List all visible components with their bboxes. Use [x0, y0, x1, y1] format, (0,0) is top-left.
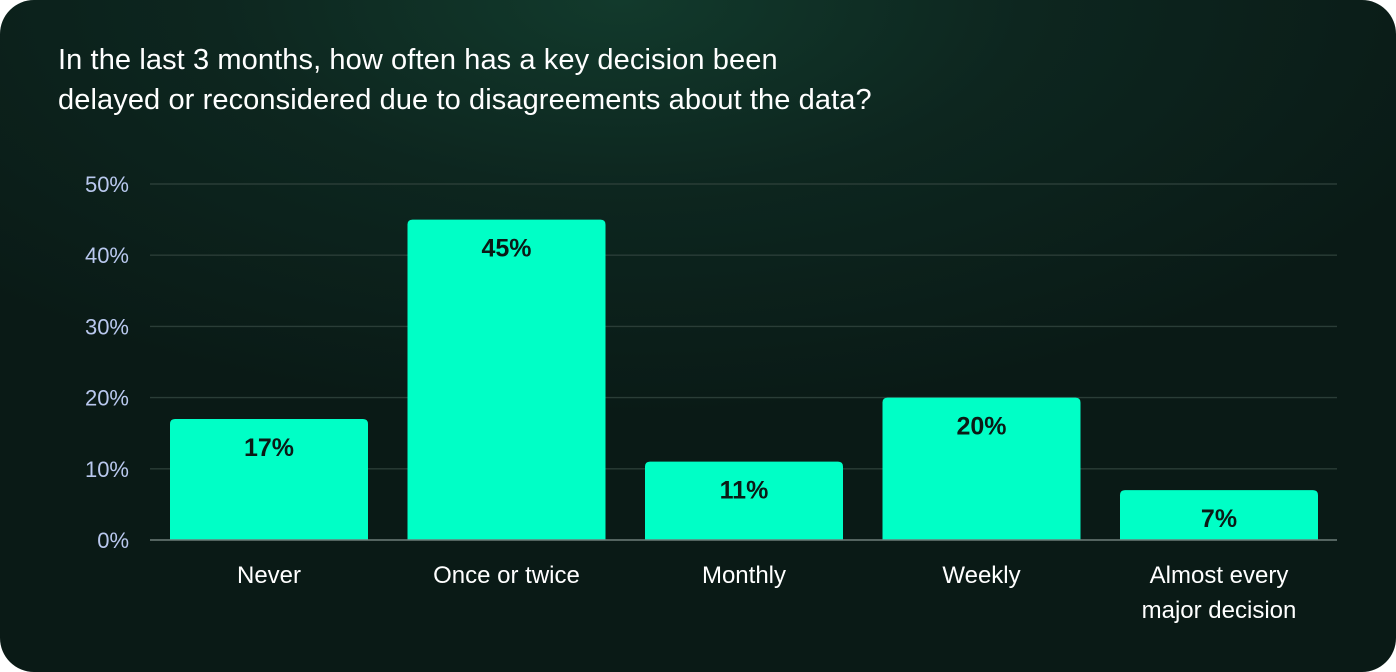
value-label: 20% — [956, 413, 1006, 441]
category-label: Monthly — [702, 562, 786, 589]
y-tick-label: 40% — [85, 243, 129, 268]
bar-almost-every-major-decision — [1120, 490, 1318, 540]
y-tick-label: 0% — [97, 528, 129, 553]
y-tick-label: 10% — [85, 457, 129, 482]
y-axis: 0% 10% 20% 30% 40% 50% — [85, 172, 129, 553]
value-label: 45% — [481, 235, 531, 263]
chart-title: In the last 3 months, how often has a ke… — [58, 40, 1058, 120]
value-label: 11% — [720, 477, 769, 505]
y-tick-label: 50% — [85, 172, 129, 197]
category-label: Almost every major decision — [1142, 562, 1297, 624]
category-label: Weekly — [942, 562, 1020, 589]
bar-never — [170, 418, 368, 540]
category-label: Never — [237, 562, 301, 589]
value-labels: 17% 45% 11% 20% 7% — [244, 235, 1237, 534]
chart-title-line-1: In the last 3 months, how often has a ke… — [58, 44, 778, 76]
bar-monthly — [645, 461, 843, 540]
chart-title-line-2: delayed or reconsidered due to disagreem… — [58, 84, 872, 116]
value-label: 7% — [1201, 505, 1237, 533]
value-label: 17% — [244, 434, 294, 462]
category-labels: Never Once or twice Monthly Weekly Almost ev… — [237, 562, 1296, 624]
y-tick-label: 30% — [85, 314, 129, 339]
category-label: Once or twice — [433, 562, 580, 589]
bar-weekly — [882, 397, 1081, 540]
y-tick-label: 20% — [85, 386, 129, 411]
bars — [170, 219, 1318, 540]
bar-once-or-twice — [407, 219, 606, 540]
